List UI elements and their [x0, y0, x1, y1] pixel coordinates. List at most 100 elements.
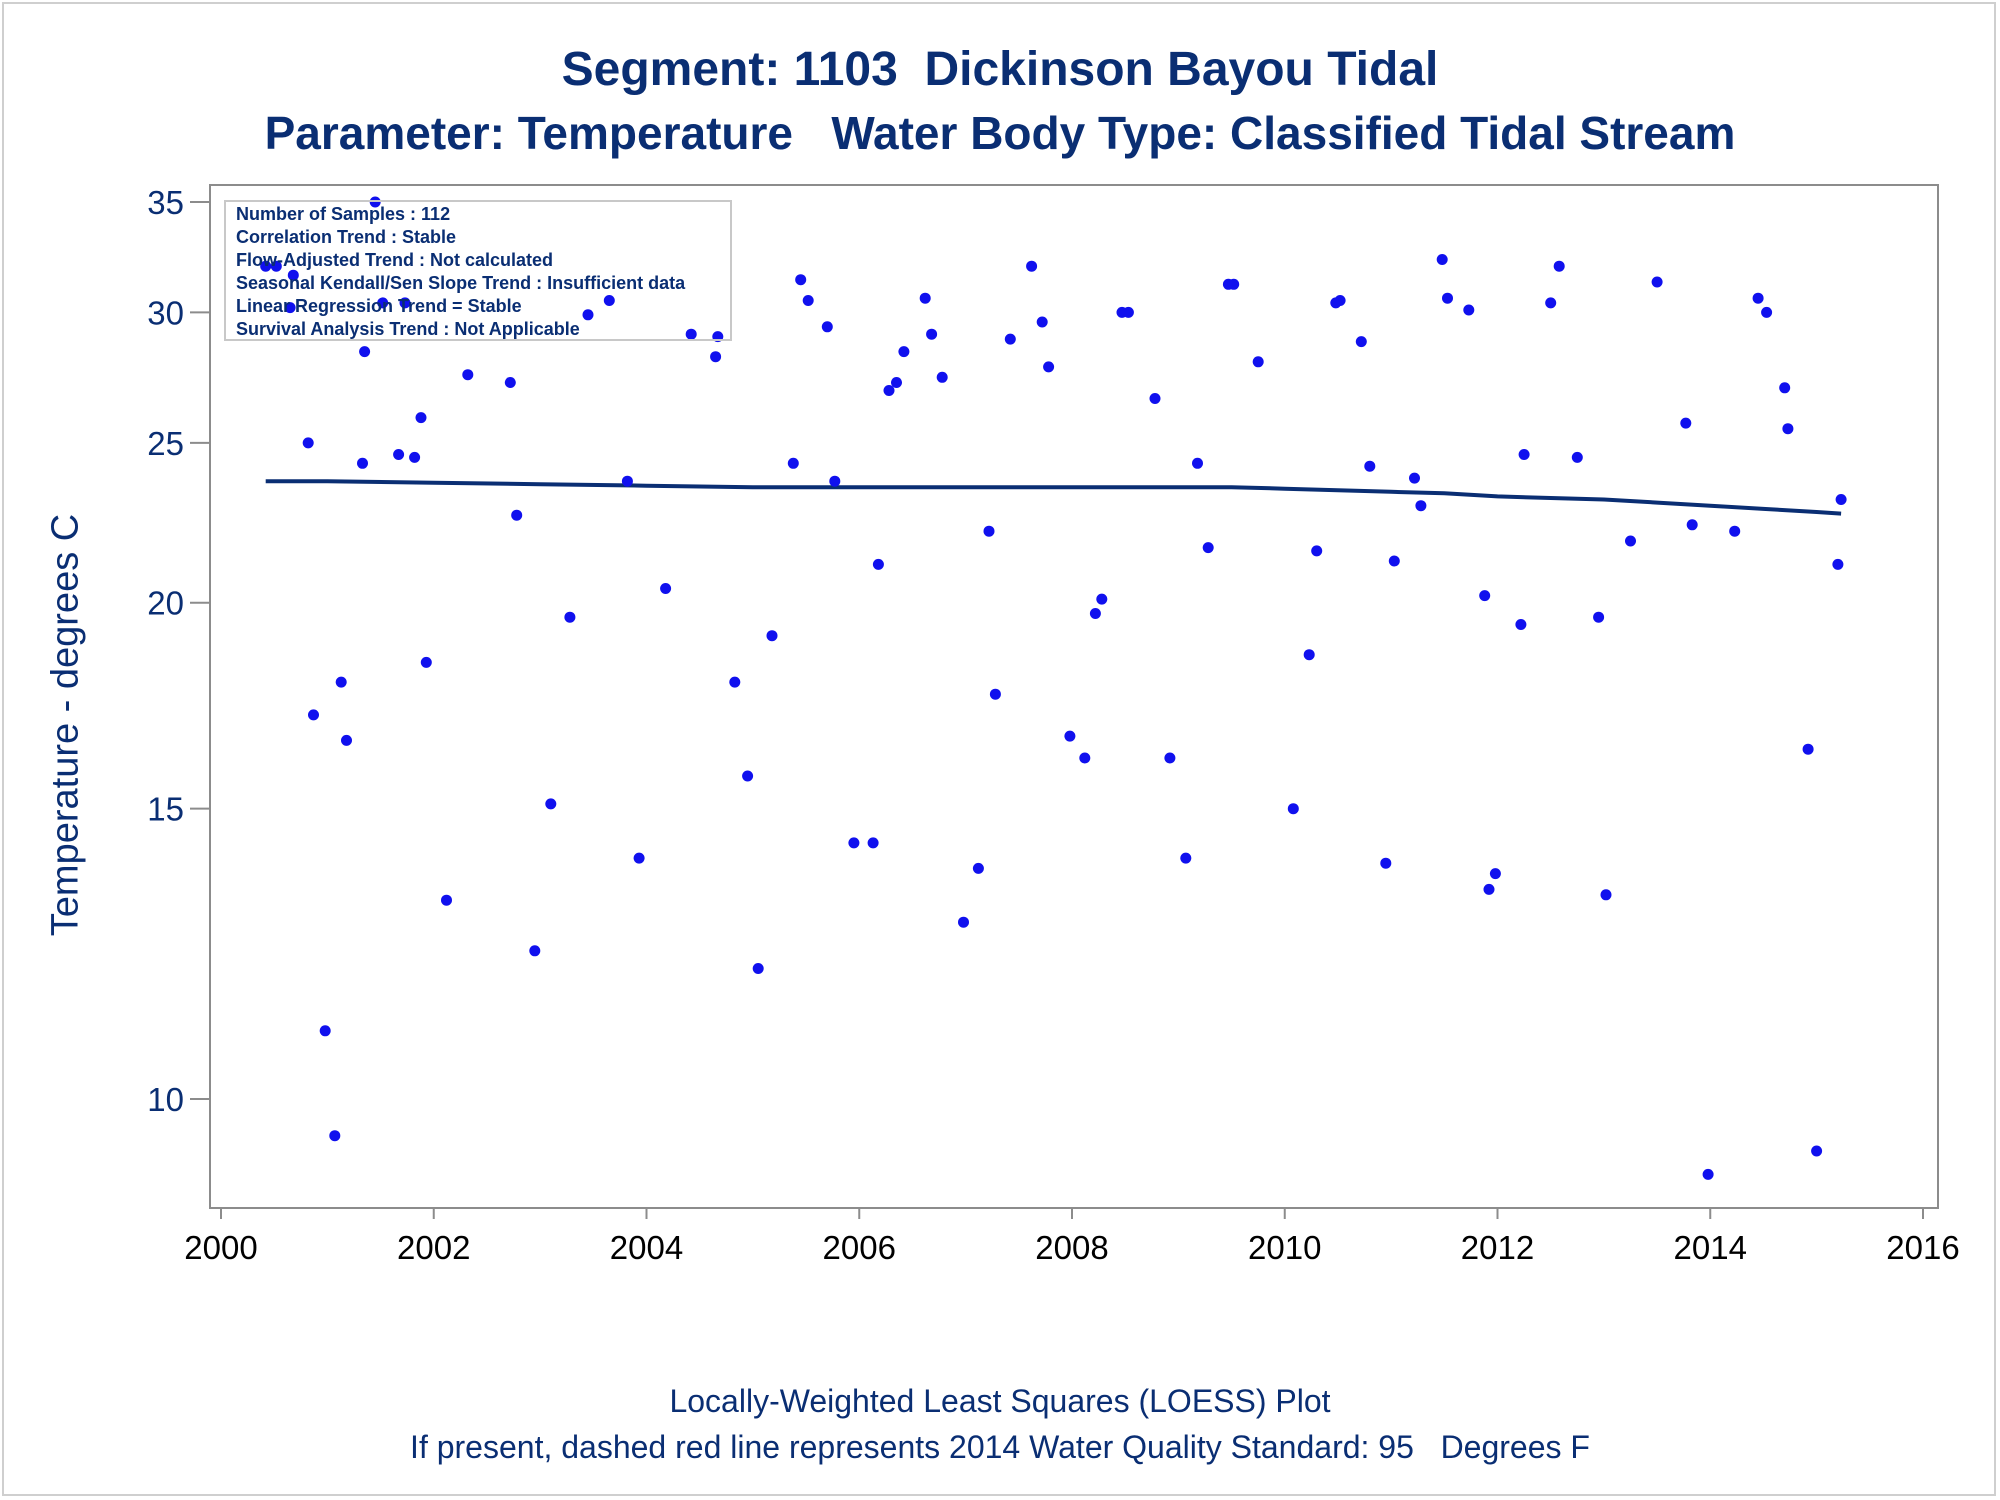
data-point — [787, 457, 799, 469]
x-tick-label: 2004 — [610, 1229, 683, 1266]
data-point — [872, 558, 884, 570]
data-point — [821, 321, 833, 333]
data-point — [1593, 611, 1605, 623]
data-point — [1388, 555, 1400, 567]
footnote-standard: If present, dashed red line represents 2… — [410, 1429, 1590, 1465]
data-point — [270, 260, 282, 272]
data-point — [302, 437, 314, 449]
data-point — [1811, 1145, 1823, 1157]
x-tick-label: 2016 — [1886, 1229, 1959, 1266]
data-point — [1782, 423, 1794, 435]
data-point — [829, 475, 841, 487]
data-point — [660, 583, 672, 594]
data-point — [1752, 292, 1764, 304]
data-point — [795, 274, 807, 286]
data-point — [802, 295, 814, 306]
y-tick-label: 30 — [147, 294, 184, 331]
data-point — [564, 611, 576, 623]
data-point — [1228, 278, 1240, 290]
data-point — [409, 451, 421, 463]
data-point — [729, 676, 741, 688]
data-point — [1079, 752, 1091, 764]
data-point — [633, 852, 645, 864]
data-point — [1096, 593, 1108, 605]
x-axis: 2000 2002 2004 2006 2008 2010 2012 2014 2016 — [184, 1208, 1960, 1266]
data-point — [1334, 295, 1346, 306]
data-point — [504, 377, 516, 388]
data-point — [1192, 457, 1203, 469]
y-tick-label: 15 — [147, 791, 184, 828]
data-point — [377, 297, 389, 309]
data-point — [399, 297, 411, 309]
data-point — [582, 309, 594, 321]
data-point — [1545, 297, 1557, 309]
data-point — [1729, 525, 1741, 537]
plot-area — [209, 184, 1939, 1209]
data-point — [1164, 752, 1176, 764]
data-point — [1355, 336, 1367, 348]
stats-box — [224, 200, 732, 341]
data-point — [1600, 889, 1612, 901]
data-point — [1380, 857, 1392, 869]
data-point — [1043, 361, 1055, 373]
loess-layer — [265, 479, 1842, 516]
x-tick-label: 2012 — [1461, 1229, 1534, 1266]
data-point — [287, 269, 299, 281]
y-tick-label: 35 — [147, 184, 184, 221]
stats-flow-adjusted-trend: Flow-Adjusted Trend : Not calculated — [236, 250, 554, 270]
stats-correlation-trend: Correlation Trend : Stable — [236, 227, 457, 247]
loess-line — [265, 479, 1842, 516]
data-point — [357, 457, 368, 469]
data-point — [341, 734, 352, 746]
data-point — [1832, 558, 1844, 570]
x-tick-label: 2002 — [397, 1229, 470, 1266]
data-point — [1064, 730, 1076, 742]
data-point — [415, 412, 427, 424]
x-tick-label: 2000 — [184, 1229, 257, 1266]
data-point — [958, 916, 969, 928]
points-layer — [260, 196, 1847, 1180]
data-point — [1702, 1168, 1714, 1180]
data-point — [926, 328, 938, 340]
data-point — [1287, 803, 1299, 815]
data-point — [284, 302, 296, 314]
data-point — [1089, 608, 1101, 619]
stats-samples: Number of Samples : 112 — [236, 204, 451, 224]
y-tick-label: 25 — [147, 425, 184, 462]
data-point — [1680, 417, 1692, 429]
data-point — [1571, 451, 1583, 463]
x-tick-label: 2006 — [823, 1229, 896, 1266]
data-point — [752, 963, 764, 974]
data-point — [1122, 306, 1134, 318]
data-point — [1364, 460, 1376, 472]
data-point — [710, 351, 722, 363]
data-point — [308, 709, 319, 721]
stats-seasonal-kendall-trend: Seasonal Kendall/Sen Slope Trend : Insuf… — [236, 273, 686, 293]
chart-subtitle: Parameter: Temperature Water Body Type: … — [264, 107, 1736, 159]
data-point — [898, 346, 910, 358]
data-point — [441, 894, 452, 906]
data-point — [1483, 883, 1495, 895]
y-axis-label: Temperature - degrees C — [44, 513, 87, 937]
data-point — [1252, 356, 1264, 368]
data-point — [867, 837, 879, 849]
data-point — [1026, 260, 1038, 272]
data-point — [420, 656, 432, 668]
data-point — [989, 688, 1001, 700]
data-point — [260, 260, 272, 272]
data-point — [1489, 868, 1501, 880]
data-point — [766, 630, 778, 642]
x-tick-label: 2014 — [1674, 1229, 1747, 1266]
y-axis: 10 15 20 25 30 35 — [147, 184, 210, 1118]
data-point — [1202, 542, 1214, 554]
chart-title: Segment: 1103 Dickinson Bayou Tidal — [561, 43, 1439, 96]
data-point — [1553, 260, 1565, 272]
data-point — [1036, 316, 1048, 328]
x-tick-label: 2008 — [1035, 1229, 1108, 1266]
data-point — [1409, 472, 1420, 484]
data-point — [1415, 500, 1427, 512]
data-point — [369, 196, 381, 208]
data-point — [319, 1025, 331, 1037]
y-tick-label: 10 — [147, 1081, 184, 1118]
